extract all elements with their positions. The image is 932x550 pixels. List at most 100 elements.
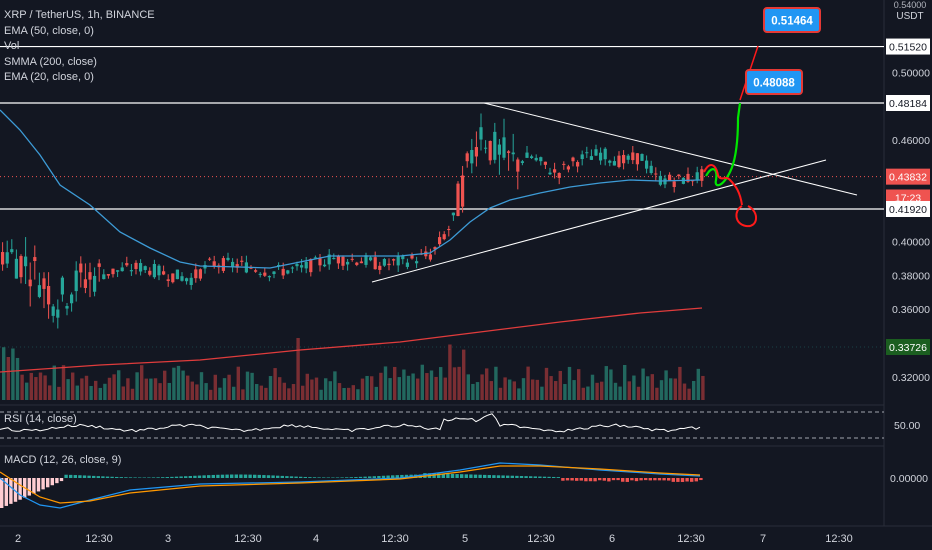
- macd-histogram-bar: [55, 478, 59, 484]
- price-axis-badge: [886, 201, 930, 217]
- macd-histogram-bar: [115, 476, 119, 478]
- candle-body: [129, 270, 133, 272]
- macd-histogram-bar: [266, 475, 271, 478]
- axis-unit[interactable]: 0.54000 USDT: [890, 0, 930, 22]
- macd-histogram-bar: [142, 477, 146, 478]
- volume-bar: [144, 378, 148, 400]
- macd-histogram-bar: [639, 478, 643, 481]
- volume-bar: [406, 375, 411, 400]
- macd-histogram-bar: [386, 475, 390, 478]
- macd-histogram-bar: [276, 475, 280, 478]
- candle-body: [134, 262, 138, 269]
- volume-bar: [75, 385, 79, 400]
- macd-histogram-bar: [322, 477, 326, 478]
- macd-label[interactable]: MACD (12, 26, close, 9): [4, 454, 122, 466]
- macd-histogram-bar: [326, 477, 330, 478]
- volume-bar: [319, 389, 323, 400]
- legend-smma200[interactable]: SMMA (200, close): [4, 55, 97, 68]
- macd-histogram-bar: [138, 477, 142, 478]
- candle-body: [576, 162, 580, 167]
- volume-bar: [383, 366, 388, 400]
- macd-histogram-bar: [211, 474, 215, 478]
- macd-histogram-bar: [202, 475, 206, 478]
- candle-body: [594, 149, 598, 156]
- volume-bar: [485, 368, 489, 400]
- volume-bar: [167, 382, 171, 400]
- bullish-path-drawing: [705, 102, 742, 187]
- candle-body: [530, 156, 534, 159]
- macd-histogram-bar: [469, 474, 473, 478]
- macd-histogram-bar: [478, 474, 482, 478]
- volume-bar: [526, 366, 530, 400]
- macd-histogram-bar: [312, 477, 317, 478]
- volume-bar: [163, 370, 167, 400]
- volume-bar: [669, 378, 673, 400]
- macd-histogram-bar: [156, 477, 160, 478]
- macd-histogram-bar: [32, 478, 36, 494]
- candle-body: [313, 257, 317, 259]
- candle-body: [658, 175, 662, 185]
- macd-histogram-bar: [492, 475, 496, 478]
- macd-histogram-bar: [611, 478, 616, 481]
- volume-bar: [360, 378, 365, 400]
- volume-bar: [439, 367, 443, 400]
- volume-bar: [282, 382, 286, 400]
- candle-body: [42, 278, 46, 289]
- volume-bar: [11, 348, 15, 400]
- volume-bar: [107, 377, 112, 400]
- legend-ema20[interactable]: EMA (20, close, 0): [4, 71, 94, 83]
- volume-bar: [117, 370, 121, 400]
- candle-body: [162, 271, 166, 275]
- candle-body: [474, 147, 478, 157]
- macd-histogram-bar: [280, 475, 284, 478]
- macd-histogram-bar: [174, 476, 179, 478]
- rsi-axis-label: 50.00: [894, 420, 920, 432]
- volume-bar: [567, 366, 572, 400]
- volume-bar: [130, 388, 135, 400]
- macd-histogram-bar: [404, 474, 409, 478]
- macd-histogram-bar: [207, 475, 211, 478]
- macd-histogram-bar: [64, 474, 68, 478]
- candle-body: [580, 154, 584, 160]
- macd-histogram-bar: [82, 475, 87, 478]
- price-tick-label: 0.50000: [892, 67, 930, 79]
- macd-histogram-bar: [460, 474, 464, 478]
- macd-histogram-bar: [27, 478, 31, 496]
- volume-bar: [379, 372, 383, 400]
- legend-ema50[interactable]: EMA (50, close, 0): [4, 24, 94, 37]
- candle-body: [88, 272, 92, 280]
- ema50-line: [0, 109, 701, 269]
- macd-histogram-bar: [593, 478, 597, 482]
- macd-histogram-bar: [676, 478, 680, 482]
- volume-bar: [475, 382, 480, 400]
- volume-bar: [590, 374, 595, 400]
- macd-histogram-bar: [634, 478, 639, 482]
- volume-bar: [641, 368, 645, 400]
- macd-histogram-bar: [41, 478, 45, 490]
- candle-body: [189, 277, 193, 286]
- volume-bar: [457, 366, 461, 400]
- macd-histogram-bar: [441, 473, 445, 478]
- triangle-lower-trendline: [371, 159, 827, 283]
- volume-bar: [623, 364, 627, 400]
- macd-histogram-bar: [377, 475, 381, 478]
- macd-histogram-bar: [59, 478, 64, 482]
- legend-volume[interactable]: Vol: [4, 40, 20, 52]
- triangle-upper-trendline: [483, 102, 858, 196]
- volume-bar: [347, 387, 351, 400]
- macd-histogram-bar: [69, 474, 73, 478]
- symbol-title[interactable]: XRP / TetherUS, 1h, BINANCE: [4, 9, 155, 21]
- volume-bar: [273, 368, 277, 400]
- smma200-line: [0, 307, 703, 373]
- volume-bar: [544, 367, 549, 400]
- candle-body: [249, 267, 253, 269]
- candle-body: [143, 266, 147, 270]
- macd-histogram-bar: [363, 476, 367, 478]
- candle-body: [516, 159, 520, 172]
- macd-histogram-bar: [78, 475, 82, 478]
- volume-bar: [512, 381, 516, 400]
- rsi-label[interactable]: RSI (14, close): [4, 413, 77, 425]
- macd-histogram-bar: [648, 478, 652, 481]
- price-axis-badge: [886, 339, 930, 355]
